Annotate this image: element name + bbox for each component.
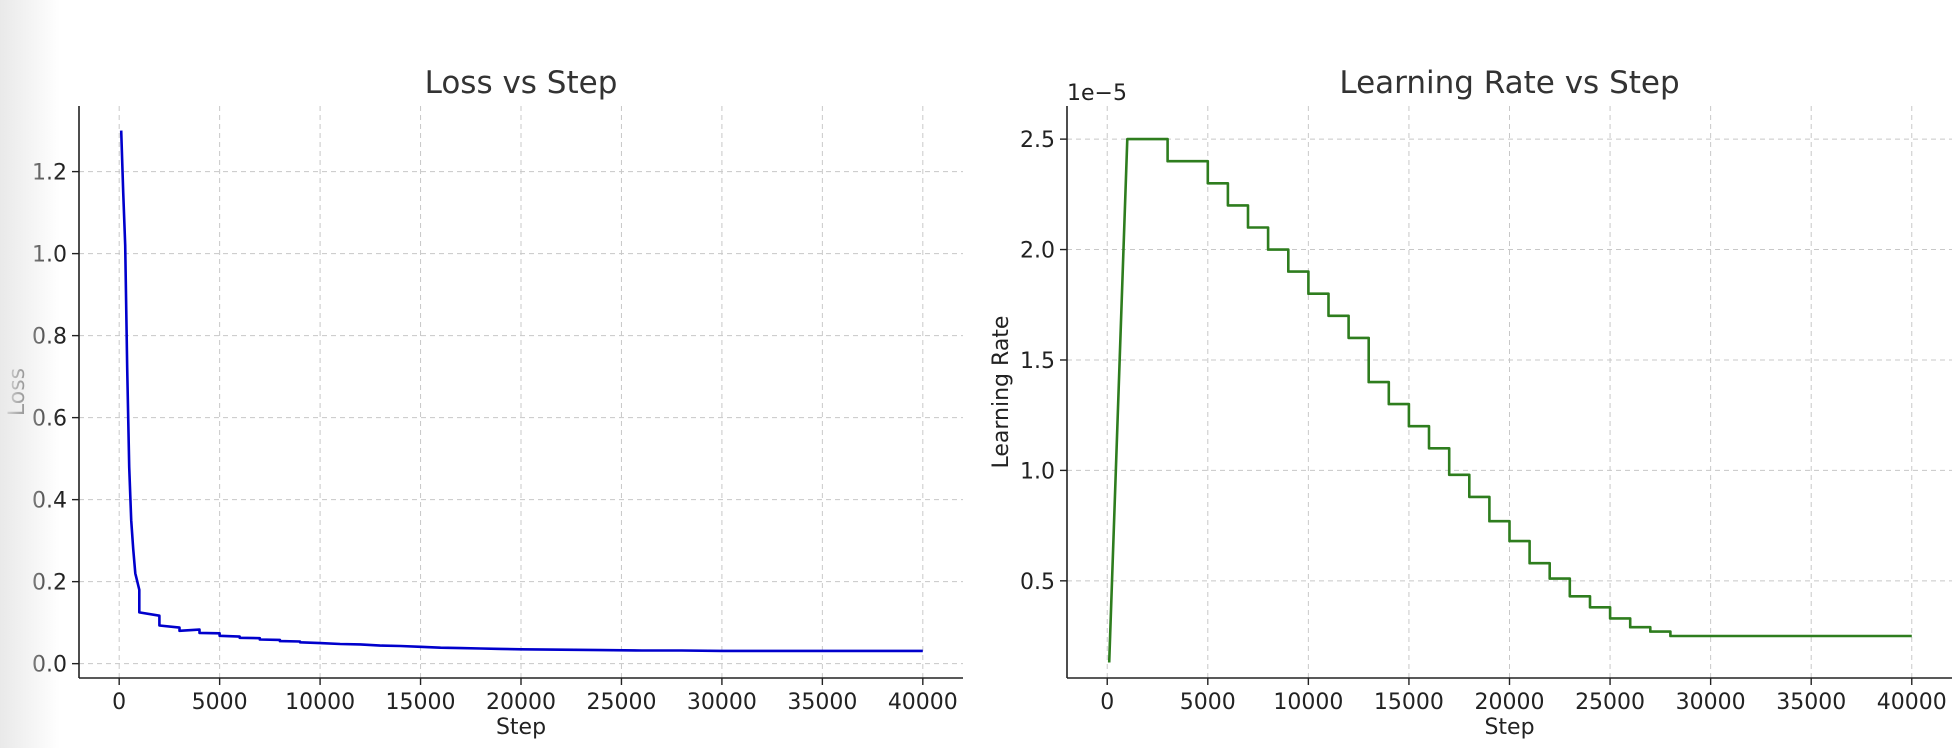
- lr-y-tick-label: 2.0: [1020, 239, 1055, 264]
- loss-chart: 0 5000 10000 15000 20000 25000 30000 35000 40000…: [5, 65, 963, 740]
- loss-chart-title: Loss vs Step: [425, 65, 618, 101]
- lr-y-axis-label: Learning Rate: [989, 316, 1014, 469]
- loss-x-axis-label: Step: [496, 715, 546, 740]
- loss-x-tick-label: 30000: [687, 690, 757, 715]
- lr-chart-title: Learning Rate vs Step: [1339, 65, 1679, 101]
- loss-series-line-0: [119, 130, 923, 653]
- left-edge-shadow: [0, 0, 60, 748]
- lr-y-offset-label: 1e−5: [1067, 81, 1127, 106]
- lr-x-tick-label: 30000: [1676, 690, 1746, 715]
- lr-y-tick-label: 0.5: [1020, 570, 1055, 595]
- lr-x-tick-label: 35000: [1776, 690, 1846, 715]
- loss-x-tick-label: 40000: [888, 690, 958, 715]
- lr-series-line-0: [1107, 137, 1912, 663]
- lr-x-tick-label: 0: [1100, 690, 1114, 715]
- loss-x-tick-label: 0: [112, 690, 126, 715]
- lr-y-tick-label: 1.0: [1020, 459, 1055, 484]
- loss-x-tick-label: 25000: [586, 690, 656, 715]
- lr-x-tick-label: 15000: [1374, 690, 1444, 715]
- loss-x-tick-label: 35000: [787, 690, 857, 715]
- loss-x-tick-label: 10000: [285, 690, 355, 715]
- lr-x-tick-label: 20000: [1475, 690, 1545, 715]
- lr-x-tick-label: 25000: [1575, 690, 1645, 715]
- loss-x-tick-label: 20000: [486, 690, 556, 715]
- lr-x-axis-label: Step: [1484, 715, 1534, 740]
- lr-x-tick-label: 40000: [1877, 690, 1947, 715]
- lr-y-tick-label: 1.5: [1020, 349, 1055, 374]
- lr-y-tick-label: 2.5: [1020, 128, 1055, 153]
- lr-x-tick-label: 10000: [1273, 690, 1343, 715]
- lr-x-tick-label: 5000: [1180, 690, 1236, 715]
- loss-x-tick-label: 5000: [192, 690, 248, 715]
- loss-x-tick-label: 15000: [386, 690, 456, 715]
- learning-rate-chart: 0 5000 10000 15000 20000 25000 30000 35000 40000…: [989, 65, 1952, 740]
